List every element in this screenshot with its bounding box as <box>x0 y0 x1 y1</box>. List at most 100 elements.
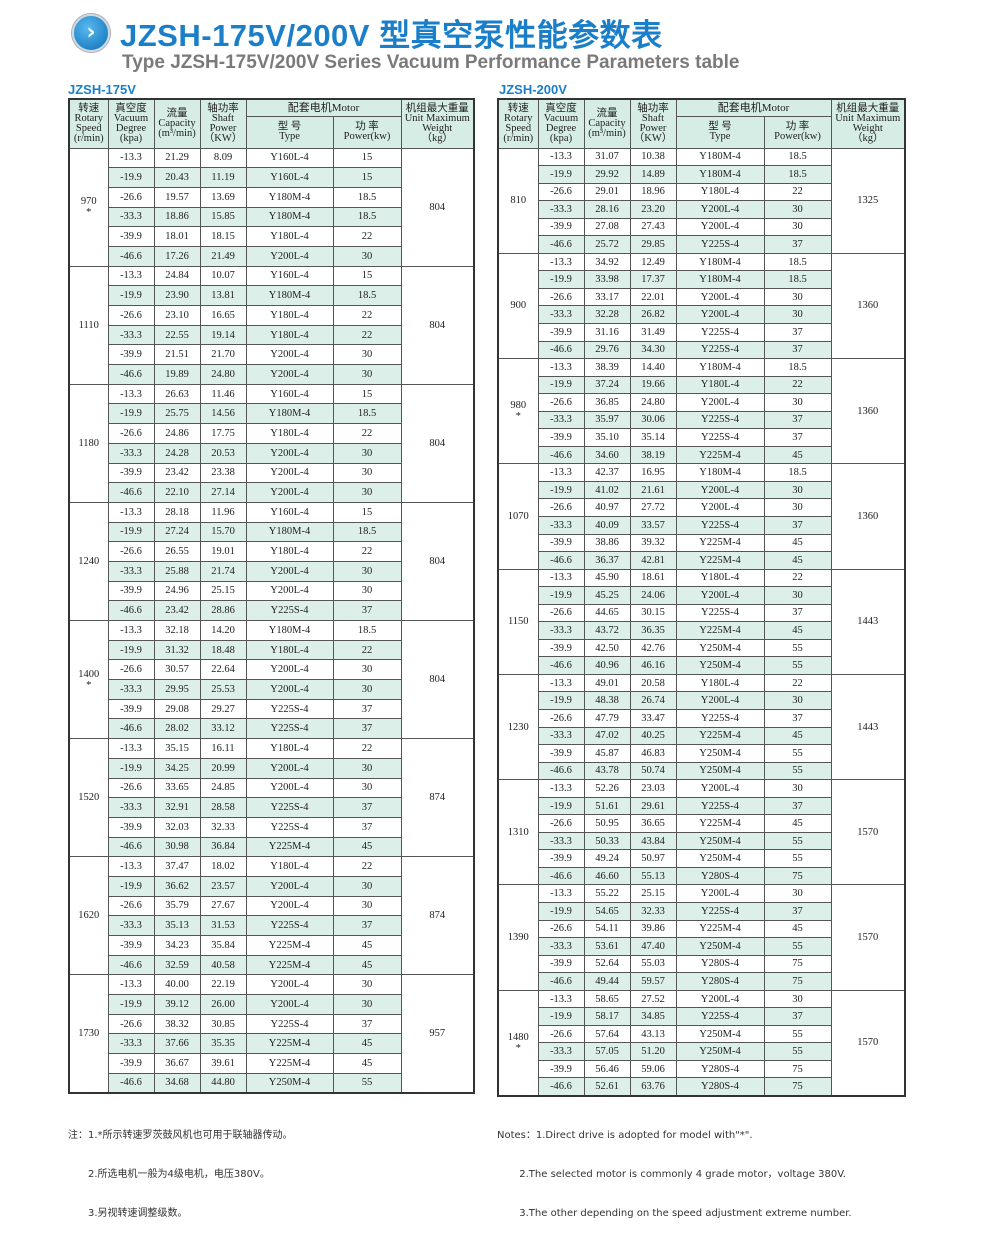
header-row: 转速 Rotary Speed (r/min) 真空度 Vacuum Degree (kpa)… <box>497 98 906 149</box>
motor-type-cell: Y225S-4 <box>675 340 765 360</box>
table-row: -46.6 17.26 21.49 Y200L-4 30 <box>69 245 474 267</box>
vacuum-cell: -39.9 <box>537 217 585 237</box>
header-vacuum: 真空度 Vacuum Degree (kpa) <box>537 98 585 149</box>
motor-power-cell: 30 <box>332 994 402 1015</box>
shaft-power-cell: 21.70 <box>199 344 247 366</box>
capacity-cell: 37.66 <box>153 1033 201 1055</box>
shaft-power-cell: 33.12 <box>199 718 247 740</box>
vacuum-cell: -33.3 <box>107 206 155 228</box>
capacity-cell: 57.05 <box>583 1042 631 1061</box>
motor-power-cell: 30 <box>763 217 832 237</box>
vacuum-cell: -13.3 <box>107 738 155 759</box>
shaft-power-cell: 18.15 <box>199 226 247 247</box>
shaft-power-cell: 13.81 <box>199 285 247 306</box>
speed-value: 810 <box>510 195 527 207</box>
vacuum-cell: -13.3 <box>107 620 155 641</box>
note-cn-2: 2.所选电机一般为4级电机，电压380V。 <box>68 1169 270 1180</box>
table-row: 1180 -13.3 26.63 11.46 Y160L-4 15 804 <box>68 383 475 503</box>
motor-power-cell: 15 <box>332 167 402 188</box>
capacity-cell: 32.03 <box>153 816 201 838</box>
motor-type-cell: Y280S-4 <box>675 1077 765 1097</box>
shaft-power-cell: 26.00 <box>199 994 247 1015</box>
motor-power-cell: 30 <box>763 393 832 412</box>
motor-type-cell: Y225S-4 <box>675 515 765 535</box>
speed-value: 1230 <box>507 721 529 733</box>
header-row: 型 号 Type 功 率 Power(kw) <box>498 115 905 149</box>
capacity-cell: 31.07 <box>583 147 631 167</box>
capacity-cell: 18.86 <box>153 206 201 228</box>
shaft-power-cell: 15.70 <box>199 521 247 543</box>
table-row: -39.9 23.42 23.38 Y200L-4 30 <box>69 462 474 484</box>
shaft-power-cell: 16.65 <box>199 305 247 326</box>
capacity-cell: 56.46 <box>583 1059 631 1079</box>
shaft-power-cell: 35.14 <box>629 428 677 447</box>
table-row: -33.3 35.97 30.06 Y225S-4 37 <box>498 410 905 430</box>
shaft-power-cell: 44.80 <box>199 1072 247 1094</box>
shaft-power-cell: 27.72 <box>629 498 677 517</box>
motor-type-cell: Y160L-4 <box>245 501 334 523</box>
motor-power-cell: 55 <box>763 937 832 956</box>
speed-cell: 1150 <box>497 568 539 675</box>
motor-power-cell: 18.5 <box>763 358 832 377</box>
motor-power-cell: 37 <box>332 797 402 818</box>
vacuum-cell: -39.9 <box>107 698 155 720</box>
motor-power-cell: 55 <box>763 831 832 851</box>
vacuum-cell: -19.9 <box>537 796 585 816</box>
shaft-power-cell: 24.80 <box>199 364 247 385</box>
vacuum-cell: -19.9 <box>107 403 155 425</box>
capacity-cell: 26.55 <box>153 541 201 562</box>
note-en-1: Notes：1.Direct drive is adopted for mode… <box>497 1130 753 1141</box>
capacity-cell: 36.67 <box>153 1053 201 1074</box>
notes-chinese: 注：1.*所示转速罗茨鼓风机也可用于联轴器传动。 2.所选电机一般为4级电机，电… <box>68 1103 293 1233</box>
shaft-power-cell: 55.13 <box>629 866 677 886</box>
capacity-cell: 33.65 <box>153 777 201 799</box>
motor-power-cell: 15 <box>332 501 402 523</box>
shaft-power-cell: 18.02 <box>199 856 247 877</box>
vacuum-cell: -13.3 <box>537 147 585 167</box>
shaft-power-cell: 18.48 <box>199 639 247 661</box>
shaft-power-cell: 25.15 <box>199 580 247 602</box>
motor-power-cell: 55 <box>763 1024 832 1044</box>
motor-power-cell: 37 <box>763 515 832 535</box>
capacity-cell: 25.72 <box>583 235 631 254</box>
motor-power-cell: 30 <box>763 305 832 324</box>
vacuum-cell: -33.3 <box>107 324 155 346</box>
motor-power-cell: 30 <box>332 777 402 799</box>
shaft-power-cell: 11.96 <box>199 501 247 523</box>
shaft-power-cell: 55.03 <box>629 954 677 974</box>
motor-power-cell: 30 <box>332 245 402 267</box>
vacuum-cell: -26.6 <box>107 541 155 562</box>
motor-type-cell: Y225S-4 <box>245 718 334 740</box>
motor-type-cell: Y200L-4 <box>675 691 765 710</box>
shaft-power-cell: 42.76 <box>629 638 677 658</box>
motor-type-cell: Y180L-4 <box>675 673 765 693</box>
vacuum-cell: -26.6 <box>107 186 155 208</box>
motor-type-cell: Y225M-4 <box>675 726 765 746</box>
table-row: -33.3 35.13 31.53 Y225S-4 37 <box>69 915 474 936</box>
direct-drive-star: * <box>86 207 92 219</box>
shaft-power-cell: 19.66 <box>629 375 677 395</box>
motor-power-cell: 18.5 <box>332 403 402 425</box>
shaft-power-cell: 22.64 <box>199 659 247 681</box>
direct-drive-star: * <box>515 411 521 423</box>
speed-cell: 1480 * <box>497 989 539 1097</box>
motor-power-cell: 37 <box>763 902 832 921</box>
shaft-power-cell: 39.86 <box>629 919 677 939</box>
speed-value: 1150 <box>507 616 529 628</box>
vacuum-cell: -33.3 <box>537 726 585 746</box>
capacity-cell: 31.32 <box>153 639 201 661</box>
motor-type-cell: Y180M-4 <box>245 206 334 228</box>
vacuum-cell: -46.6 <box>107 482 155 503</box>
speed-value: 1240 <box>78 555 100 567</box>
speed-cell: 980 * <box>497 358 539 465</box>
vacuum-cell: -33.3 <box>107 1033 155 1055</box>
table-row: -46.6 34.60 38.19 Y225M-4 45 <box>498 445 905 465</box>
motor-type-cell: Y225S-4 <box>675 410 765 430</box>
performance-table-200v: 转速 Rotary Speed (r/min) 真空度 Vacuum Degree (kpa)… <box>497 98 906 1097</box>
table-row: -39.9 27.08 27.43 Y200L-4 30 <box>498 217 905 237</box>
note-en-3: 3.The other depending on the speed adjus… <box>497 1208 852 1219</box>
motor-type-cell: Y225S-4 <box>245 797 334 818</box>
capacity-cell: 40.00 <box>153 974 201 996</box>
table-row: -19.9 41.02 21.61 Y200L-4 30 <box>498 480 905 500</box>
shaft-power-cell: 43.13 <box>629 1024 677 1044</box>
